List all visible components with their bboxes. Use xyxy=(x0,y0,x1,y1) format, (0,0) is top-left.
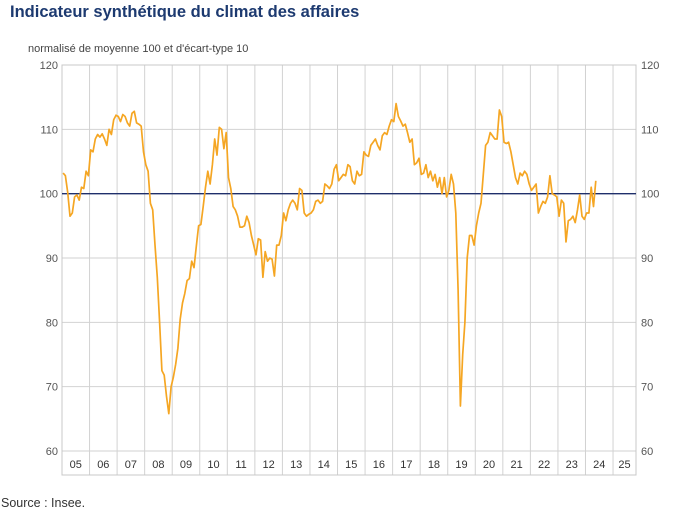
y-tick-label-left: 60 xyxy=(46,446,58,458)
y-tick-label-left: 90 xyxy=(46,253,58,265)
x-tick-label: 10 xyxy=(207,459,219,471)
y-tick-label-left: 70 xyxy=(46,382,58,394)
x-tick-label: 08 xyxy=(152,459,164,471)
y-tick-label-right: 80 xyxy=(641,317,653,329)
y-axis-label: normalisé de moyenne 100 et d'écart-type… xyxy=(28,43,249,55)
x-tick-label: 05 xyxy=(70,459,82,471)
x-tick-label: 25 xyxy=(618,459,630,471)
x-tick-label: 24 xyxy=(593,459,605,471)
y-tick-label-left: 100 xyxy=(40,189,58,201)
x-tick-label: 15 xyxy=(345,459,357,471)
x-tick-label: 20 xyxy=(483,459,495,471)
x-tick-label: 11 xyxy=(235,459,246,471)
x-tick-label: 13 xyxy=(290,459,302,471)
x-tick-label: 06 xyxy=(97,459,109,471)
x-tick-label: 22 xyxy=(538,459,550,471)
x-tick-label: 09 xyxy=(180,459,192,471)
y-tick-label-right: 70 xyxy=(641,382,653,394)
y-tick-label-right: 100 xyxy=(641,189,659,201)
x-tick-label: 18 xyxy=(428,459,440,471)
x-tick-label: 14 xyxy=(318,459,330,471)
chart-title: Indicateur synthétique du climat des aff… xyxy=(10,3,360,21)
series-line xyxy=(62,102,597,415)
x-tick-label: 21 xyxy=(510,459,522,471)
y-tick-label-right: 110 xyxy=(641,124,659,136)
x-tick-label: 12 xyxy=(263,459,275,471)
x-tick-label: 19 xyxy=(455,459,467,471)
x-tick-label: 17 xyxy=(400,459,412,471)
y-tick-label-right: 60 xyxy=(641,446,653,458)
x-tick-label: 16 xyxy=(373,459,385,471)
y-tick-label-right: 120 xyxy=(641,60,659,72)
x-tick-label: 23 xyxy=(566,459,578,471)
y-tick-label-left: 110 xyxy=(40,124,58,136)
y-tick-label-left: 120 xyxy=(40,60,58,72)
y-tick-label-right: 90 xyxy=(641,253,653,265)
source-note: Source : Insee. xyxy=(1,496,86,510)
line-chart: 60 60 70 70 80 80 90 90 100 100 110 110 120 120 05 06 07… xyxy=(40,60,659,476)
y-tick-label-left: 80 xyxy=(46,317,58,329)
plot-frame xyxy=(61,64,637,476)
x-tick-label: 07 xyxy=(125,459,137,471)
